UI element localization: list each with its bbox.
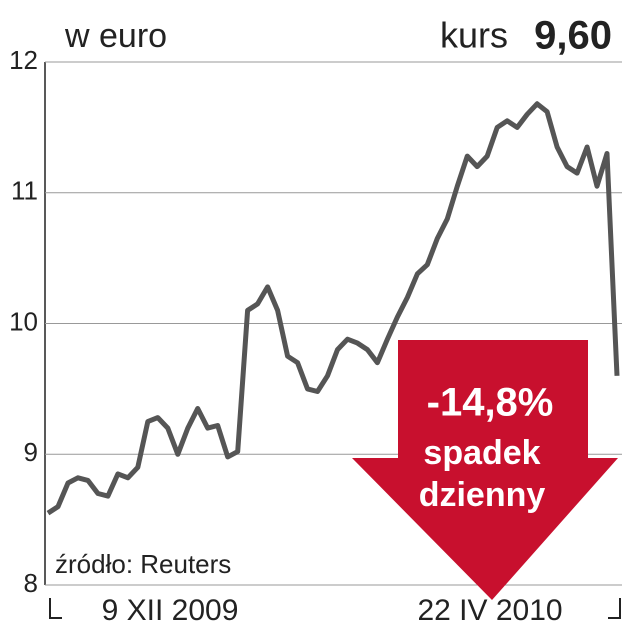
y-tick-label: 9 bbox=[24, 437, 38, 467]
header-label: kurs bbox=[440, 15, 508, 56]
y-tick-label: 10 bbox=[9, 306, 38, 336]
annotation-text: dzienny bbox=[419, 476, 546, 514]
annotation-change: -14,8% bbox=[427, 381, 554, 425]
chart-title: w euro bbox=[64, 17, 167, 55]
y-tick-label: 12 bbox=[9, 45, 38, 75]
y-tick-label: 8 bbox=[24, 568, 38, 598]
x-tick-label: 9 XII 2009 bbox=[102, 594, 239, 627]
arrow bbox=[352, 340, 618, 600]
source: źródło: Reuters bbox=[55, 549, 231, 579]
bracket bbox=[49, 598, 621, 619]
header-value: 9,60 bbox=[534, 14, 612, 58]
x-tick-label: 22 IV 2010 bbox=[417, 594, 562, 627]
data-line bbox=[46, 101, 620, 516]
annotation-text: spadek bbox=[423, 434, 540, 472]
y-tick-label: 11 bbox=[11, 176, 38, 206]
